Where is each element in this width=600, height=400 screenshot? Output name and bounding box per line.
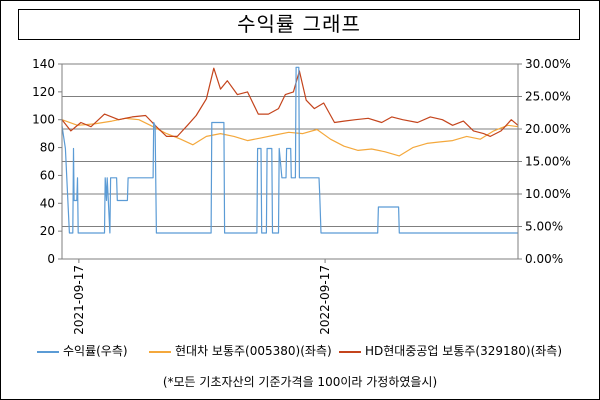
left-axis-tick-label: 60 xyxy=(40,168,55,182)
left-axis-tick-label: 0 xyxy=(47,252,55,266)
legend: 수익률(우측) 현대차 보통주(005380)(좌측) HD현대중공업 보통주(… xyxy=(37,342,577,360)
legend-label-hd-heavy: HD현대중공업 보통주(329180)(좌측) xyxy=(365,344,563,358)
series-line-0 xyxy=(61,66,518,234)
legend-item-return: 수익률(우측) xyxy=(37,342,128,359)
legend-swatch-return xyxy=(37,350,59,353)
legend-item-hd-heavy: HD현대중공업 보통주(329180)(좌측) xyxy=(339,342,562,359)
legend-swatch-hyundai-motor xyxy=(149,350,171,353)
series-lines xyxy=(61,66,519,234)
left-axis-tick-label: 80 xyxy=(40,141,55,155)
legend-swatch-hd-heavy xyxy=(339,350,361,353)
left-axis-tick-label: 20 xyxy=(40,224,55,238)
right-axis-tick-label: 5.00% xyxy=(525,220,563,234)
right-axis-tick-label: 25.00% xyxy=(525,90,571,104)
right-axis-tick-label: 10.00% xyxy=(525,187,571,201)
legend-label-hyundai-motor: 현대차 보통주(005380)(좌측) xyxy=(175,344,332,358)
footnote: (*모든 기초자산의 기준가격을 100이라 가정하였을시) xyxy=(162,375,438,389)
left-axis-tick-label: 40 xyxy=(40,196,55,210)
legend-label-return: 수익률(우측) xyxy=(63,344,128,358)
right-axis-tick-label: 20.00% xyxy=(525,122,571,136)
chart-title: 수익률 그래프 xyxy=(18,9,580,40)
axes: 0 20 40 60 80 100 120 140 0.00% 5.00% 10.00% 15.00%… xyxy=(32,57,571,335)
x-axis-tick-label: 2022-09-17 xyxy=(318,265,332,335)
right-axis-tick-label: 30.00% xyxy=(525,57,571,71)
right-axis-tick-label: 0.00% xyxy=(525,252,563,266)
left-axis-tick-label: 140 xyxy=(32,57,55,71)
x-axis-tick-label: 2021-09-17 xyxy=(72,265,86,335)
left-axis-tick-label: 120 xyxy=(32,85,55,99)
left-axis-tick-label: 100 xyxy=(32,113,55,127)
legend-item-hyundai-motor: 현대차 보통주(005380)(좌측) xyxy=(149,342,332,359)
right-axis-tick-label: 15.00% xyxy=(525,155,571,169)
series-line-2 xyxy=(61,67,519,137)
